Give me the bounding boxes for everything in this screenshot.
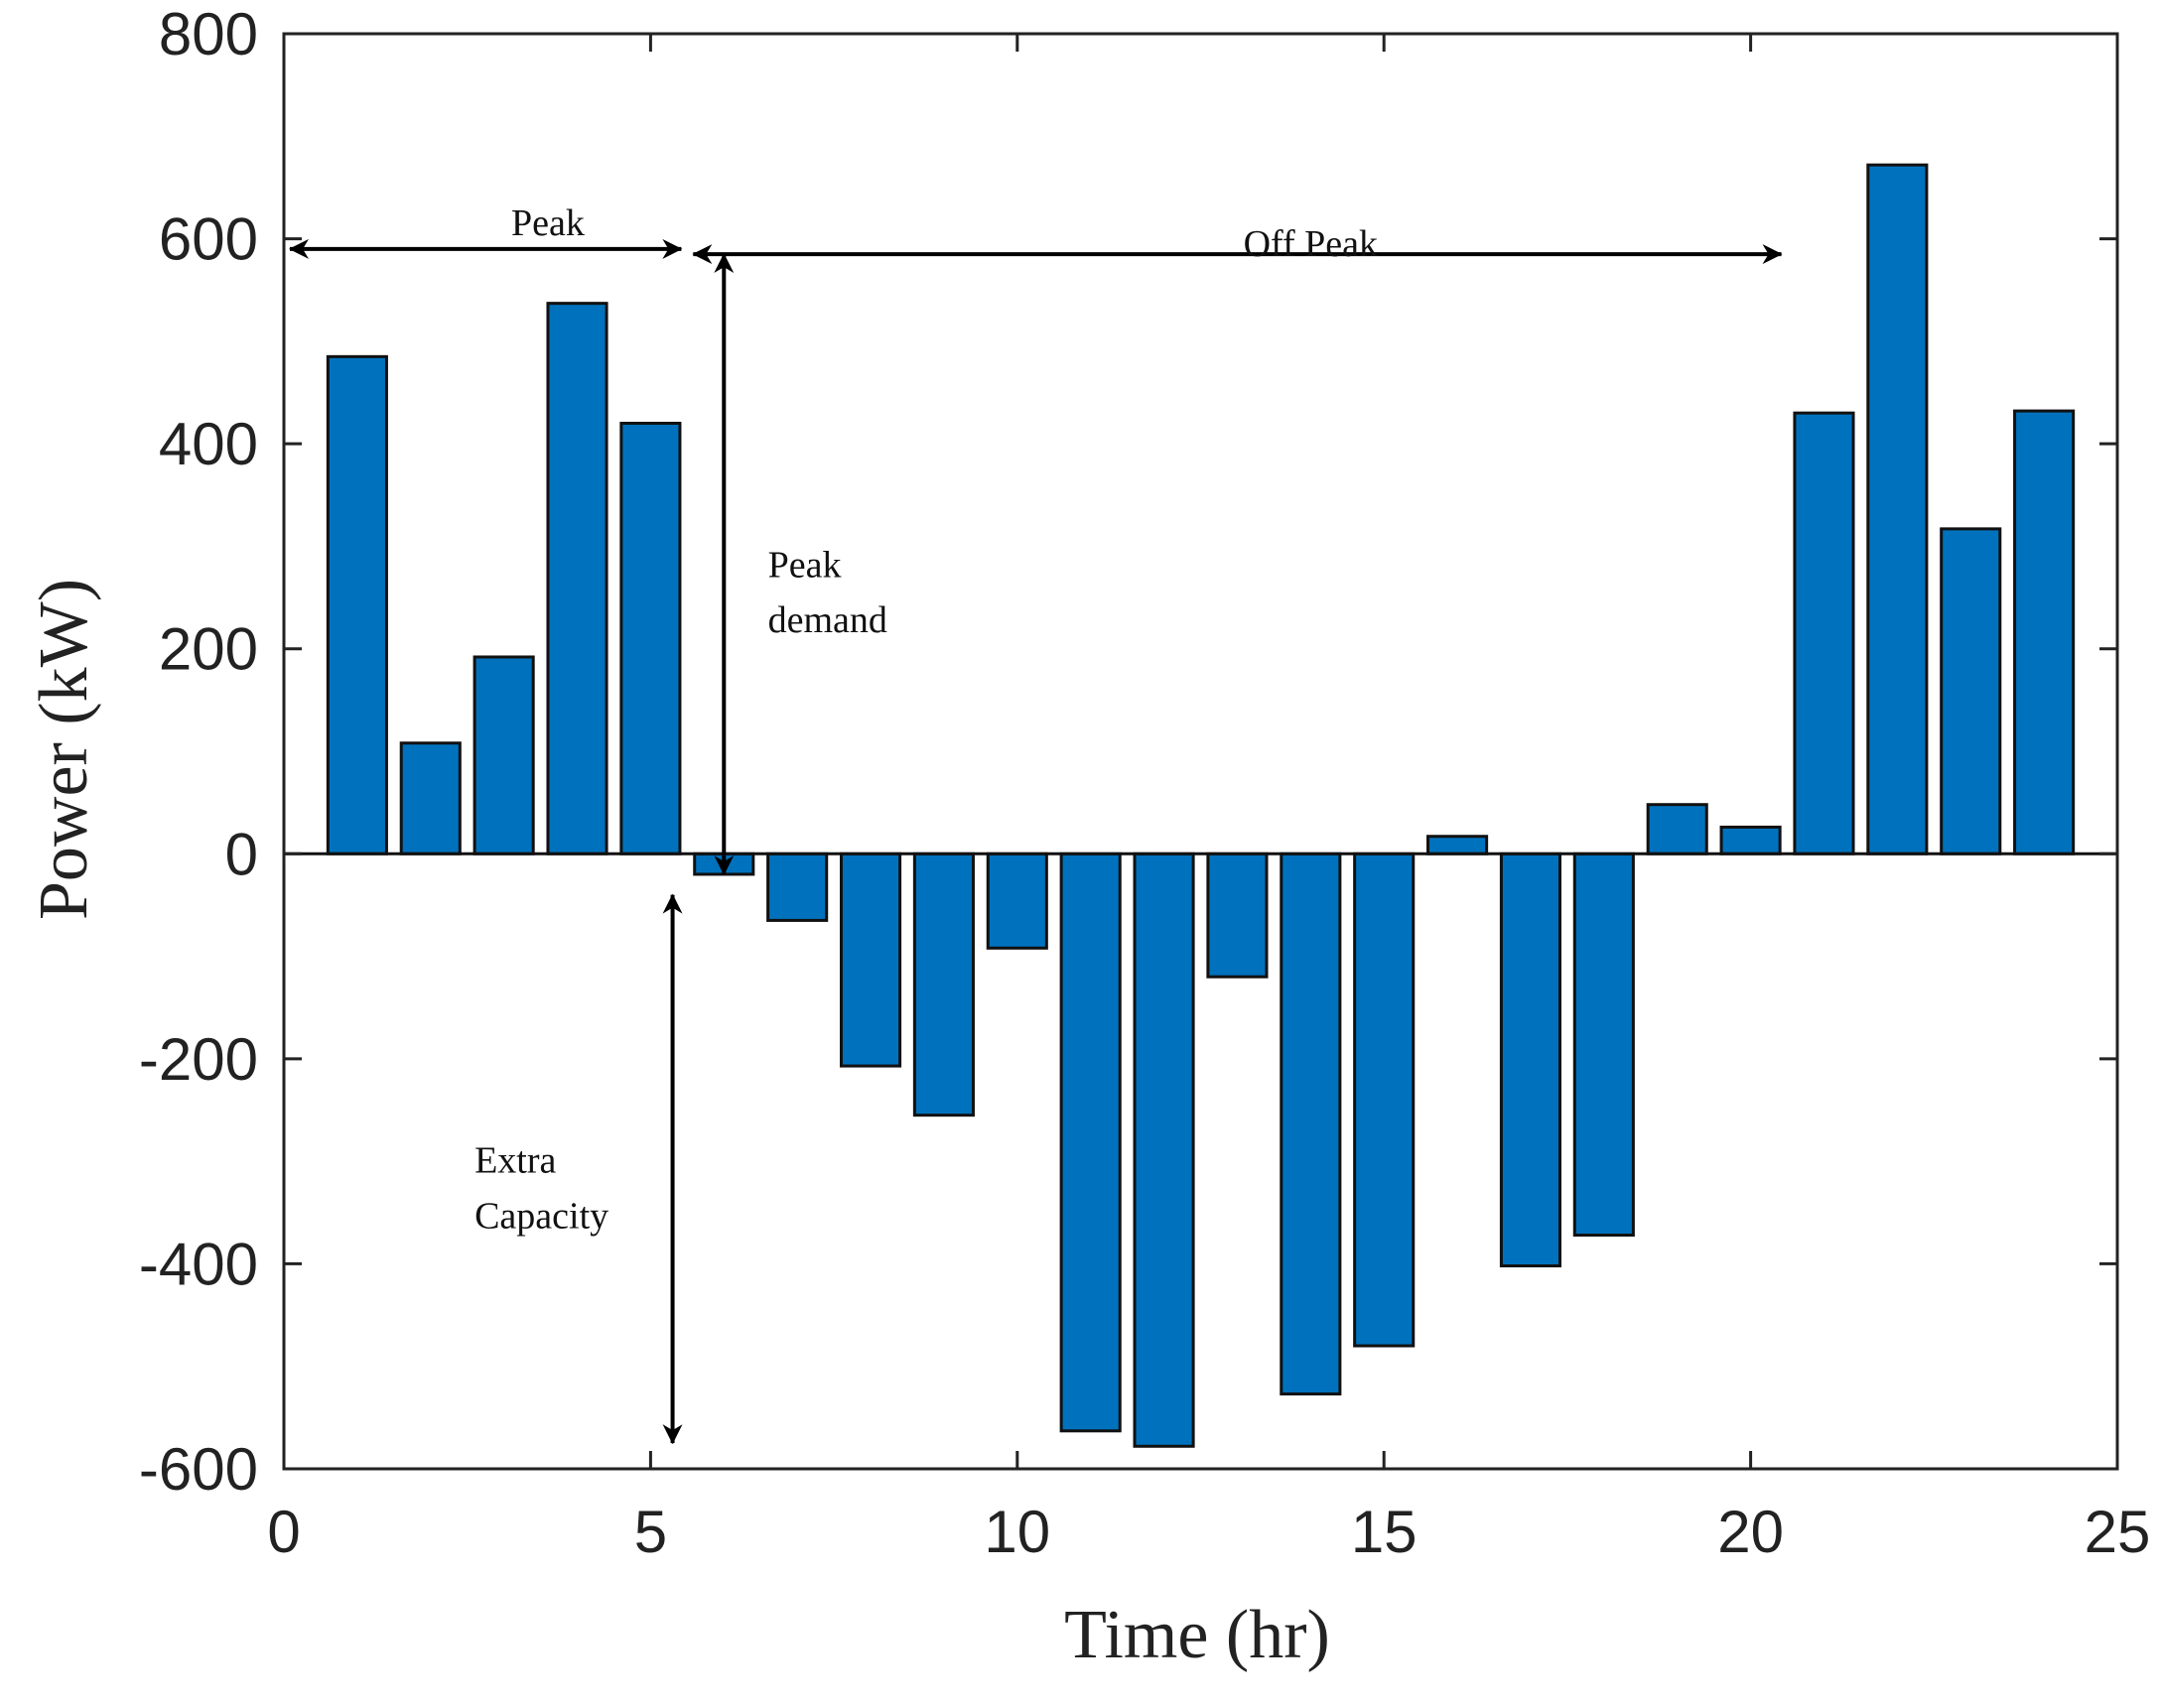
off-peak-label: Off Peak: [1244, 223, 1378, 265]
peak-demand-label-line2: demand: [768, 599, 887, 641]
bar-hour-15: [1353, 852, 1416, 1348]
bar-hour-18: [1572, 852, 1635, 1238]
peak-demand-label-line1: Peak: [768, 544, 842, 586]
y-tick-label: 200: [159, 616, 258, 683]
y-tick-label: -400: [139, 1231, 258, 1297]
ticks-layer: [282, 32, 2119, 1471]
bar-hour-10: [986, 852, 1048, 950]
bar-hour-5: [619, 421, 682, 855]
x-axis-title: Time (hr): [1064, 1597, 1330, 1673]
y-tick-label: 0: [225, 821, 258, 887]
bar-hour-14: [1280, 852, 1342, 1396]
bar-hour-3: [473, 655, 535, 855]
y-axis-title: Power (kW): [26, 579, 102, 920]
bar-hour-1: [326, 354, 388, 855]
x-tick-label: 0: [267, 1499, 300, 1565]
plot-frame: [282, 32, 2119, 1471]
bar-hour-21: [1793, 411, 1855, 855]
x-tick-label: 20: [1717, 1499, 1784, 1565]
bar-hour-7: [766, 852, 829, 922]
annotations-layer: Peak Off Peak Peak demand Extra Capacity: [289, 202, 1783, 1445]
bar-hour-19: [1646, 803, 1708, 855]
tick-labels-layer: 0 5 10 15 20 25 -600 -400 -200 0 200 400 600 800: [139, 1, 2150, 1565]
bar-hour-17: [1499, 852, 1562, 1267]
bar-hour-22: [1866, 163, 1929, 855]
y-tick-label: -600: [139, 1436, 258, 1503]
bar-hour-24: [2013, 409, 2076, 855]
bar-hour-11: [1059, 852, 1122, 1433]
bar-hour-13: [1206, 852, 1269, 979]
bar-hour-23: [1940, 527, 2002, 855]
extra-capacity-label-line2: Capacity: [474, 1195, 608, 1237]
x-tick-label: 25: [2085, 1499, 2151, 1565]
peak-label: Peak: [511, 202, 585, 244]
bar-hour-4: [546, 302, 608, 855]
bar-hour-16: [1426, 835, 1489, 855]
bar-hour-12: [1133, 852, 1195, 1448]
x-tick-label: 5: [634, 1499, 667, 1565]
y-tick-label: 600: [159, 206, 258, 273]
bar-hour-2: [399, 741, 462, 855]
bar-hour-20: [1719, 825, 1782, 855]
y-tick-label: 400: [159, 411, 258, 477]
bar-hour-8: [839, 852, 902, 1068]
axes-layer: [282, 32, 2119, 1471]
extra-capacity-label-line1: Extra: [474, 1140, 556, 1182]
x-tick-label: 10: [984, 1499, 1050, 1565]
y-tick-label: 800: [159, 1, 258, 67]
x-tick-label: 15: [1351, 1499, 1418, 1565]
bars-layer: [326, 163, 2076, 1448]
y-tick-label: -200: [139, 1026, 258, 1093]
bar-hour-9: [912, 852, 975, 1117]
